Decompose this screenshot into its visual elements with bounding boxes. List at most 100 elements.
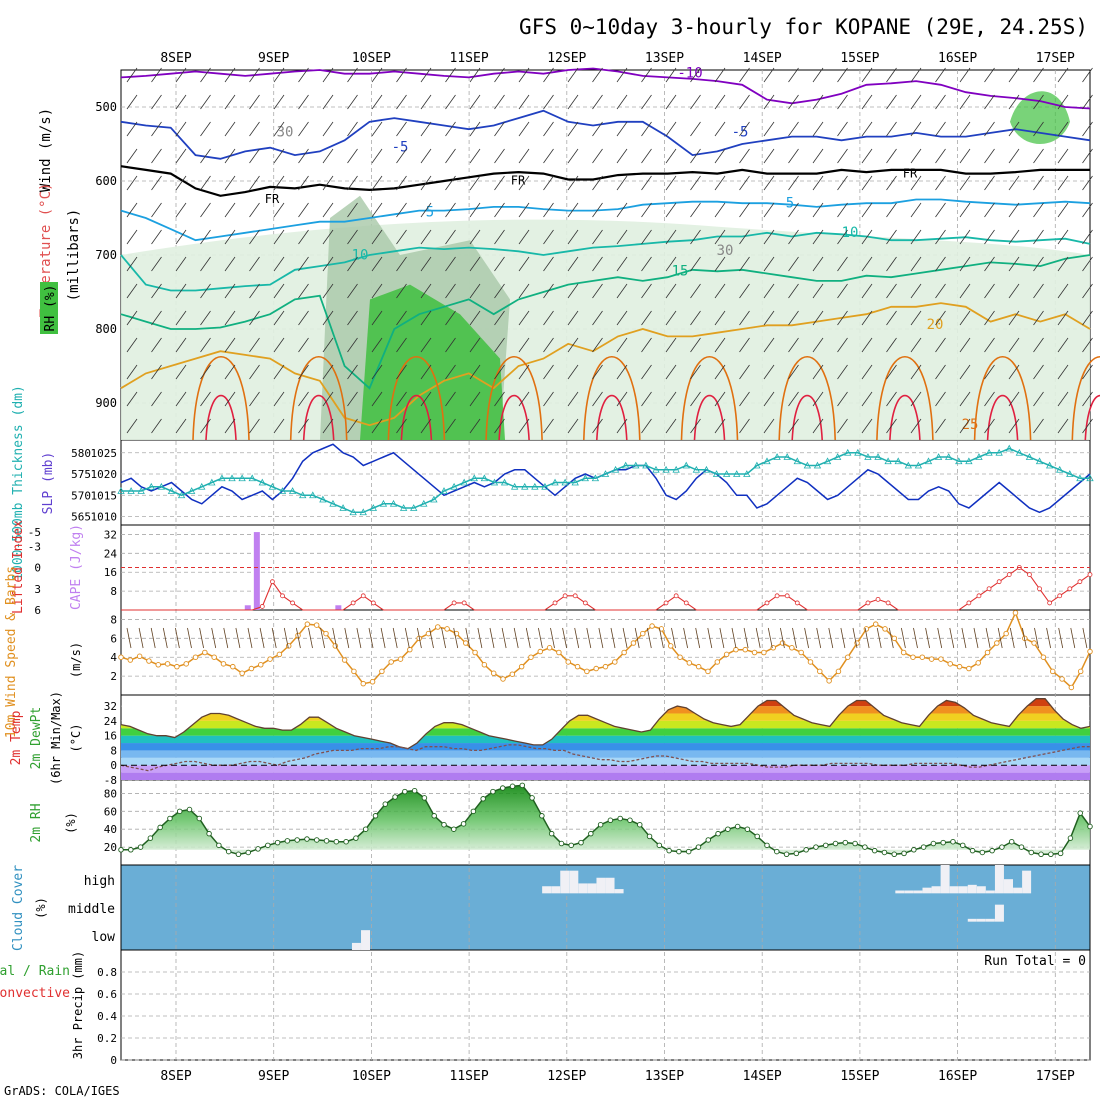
wind-speed-line-point xyxy=(938,656,944,662)
wind-barb xyxy=(788,283,799,299)
panel-frame-wind xyxy=(120,609,1091,696)
wind-speed-line-point xyxy=(686,660,693,666)
wind-barb xyxy=(1082,391,1093,407)
rh2m-line-point xyxy=(656,842,663,849)
wind-barb xyxy=(469,337,481,353)
wind-barb xyxy=(935,94,946,110)
wind-barb xyxy=(175,310,187,326)
wind10m-barb xyxy=(356,627,362,649)
wind10m-barb xyxy=(743,627,749,649)
rh2m-line-point xyxy=(891,851,897,858)
rh2m-line-point xyxy=(1057,850,1064,857)
contour-label: 5 xyxy=(426,205,434,221)
wind-barb xyxy=(151,391,162,407)
rh2m-line-point xyxy=(725,826,731,832)
wind-barb xyxy=(469,67,481,83)
wind-barb xyxy=(1082,94,1093,110)
thickness-line-point xyxy=(319,495,327,503)
wind-barb xyxy=(445,364,456,380)
wind-barb xyxy=(1057,364,1069,380)
wind-barb xyxy=(322,175,334,191)
cloud-tick: high xyxy=(84,874,115,889)
wind-barb xyxy=(714,229,726,245)
thickness-line-point xyxy=(1066,470,1074,477)
wind-barb xyxy=(763,256,775,272)
wind-barb xyxy=(494,283,505,299)
wind-barb xyxy=(690,67,701,83)
wind-barb xyxy=(126,175,138,191)
li-point xyxy=(774,593,780,599)
wind-barb xyxy=(1033,229,1044,245)
x-tick-top: 16SEP xyxy=(938,51,977,66)
wind-barb xyxy=(984,337,995,353)
temp-band xyxy=(121,757,1090,766)
temp-tick: 0 xyxy=(110,759,117,772)
wind-barb xyxy=(959,337,971,353)
wind-barb xyxy=(224,202,236,218)
rh2m-line-point xyxy=(597,821,604,828)
wind-speed-line-point xyxy=(1049,668,1056,675)
wind-barb xyxy=(592,310,603,326)
thickness-line-point xyxy=(157,482,166,490)
wind-barb xyxy=(1008,148,1020,164)
rh2m-line-point xyxy=(529,795,535,801)
rh2m-line-point xyxy=(206,830,212,837)
wind-barb xyxy=(1008,229,1020,245)
wind-barb xyxy=(592,337,603,353)
li-point xyxy=(885,600,891,606)
wind10m-barb xyxy=(187,627,192,649)
wind-barb xyxy=(494,229,505,245)
wind-barb xyxy=(200,310,211,326)
wind-barb xyxy=(1057,202,1069,218)
rh2m-line-point xyxy=(1067,835,1074,841)
wind-barb xyxy=(200,256,211,272)
wind-speed-line-point xyxy=(192,654,199,660)
x-tick-top: 9SEP xyxy=(258,51,289,66)
wind-barb xyxy=(1082,202,1093,218)
cloud-bar xyxy=(976,886,986,894)
thickness-line-point xyxy=(945,453,953,460)
rh2m-line-point xyxy=(274,839,281,846)
wind-barb xyxy=(935,67,946,83)
rh2m-line-point xyxy=(372,813,379,819)
wind-speed-line-point xyxy=(807,659,814,665)
wind-barb xyxy=(543,256,554,272)
wind-barb xyxy=(592,121,603,137)
contour-label: 10 xyxy=(842,225,859,241)
wind-barb xyxy=(1033,283,1044,299)
rh2m-line-point xyxy=(176,808,183,815)
rh2m-line-point xyxy=(960,842,966,849)
wind-barb xyxy=(273,256,285,272)
wind-barb xyxy=(151,418,162,434)
contour-label: -5 xyxy=(732,125,749,141)
wind-speed-line-point xyxy=(230,663,236,670)
wind-barb xyxy=(714,364,726,380)
li-point xyxy=(986,586,992,592)
wind-barb xyxy=(910,418,922,434)
thickness-line-point xyxy=(167,487,176,494)
thickness-line-point xyxy=(622,461,630,469)
li-point xyxy=(1037,586,1042,592)
temp-bands xyxy=(121,698,1090,780)
wind10m-barb xyxy=(767,627,773,649)
li-point xyxy=(280,593,285,599)
wind-barb xyxy=(690,202,701,218)
wind-barb xyxy=(224,148,236,164)
wind-speed-line-point xyxy=(276,651,283,658)
wind-barb xyxy=(616,148,628,164)
wind-barb xyxy=(959,229,971,245)
wind-barb xyxy=(1082,229,1093,245)
wind-barb xyxy=(420,310,432,326)
wind-barb xyxy=(739,94,750,110)
li-point xyxy=(875,596,881,602)
wind-barb xyxy=(861,256,873,272)
rh2m-line-point xyxy=(969,847,976,854)
wind-barb xyxy=(371,94,383,110)
rh2m-line-point xyxy=(862,844,868,850)
temp-band xyxy=(121,728,1090,736)
wind-barb xyxy=(1008,391,1020,407)
wind-barb xyxy=(322,121,334,137)
wind-barb xyxy=(935,283,946,299)
thickness-line-point xyxy=(299,491,307,499)
wind-barb xyxy=(788,67,799,83)
